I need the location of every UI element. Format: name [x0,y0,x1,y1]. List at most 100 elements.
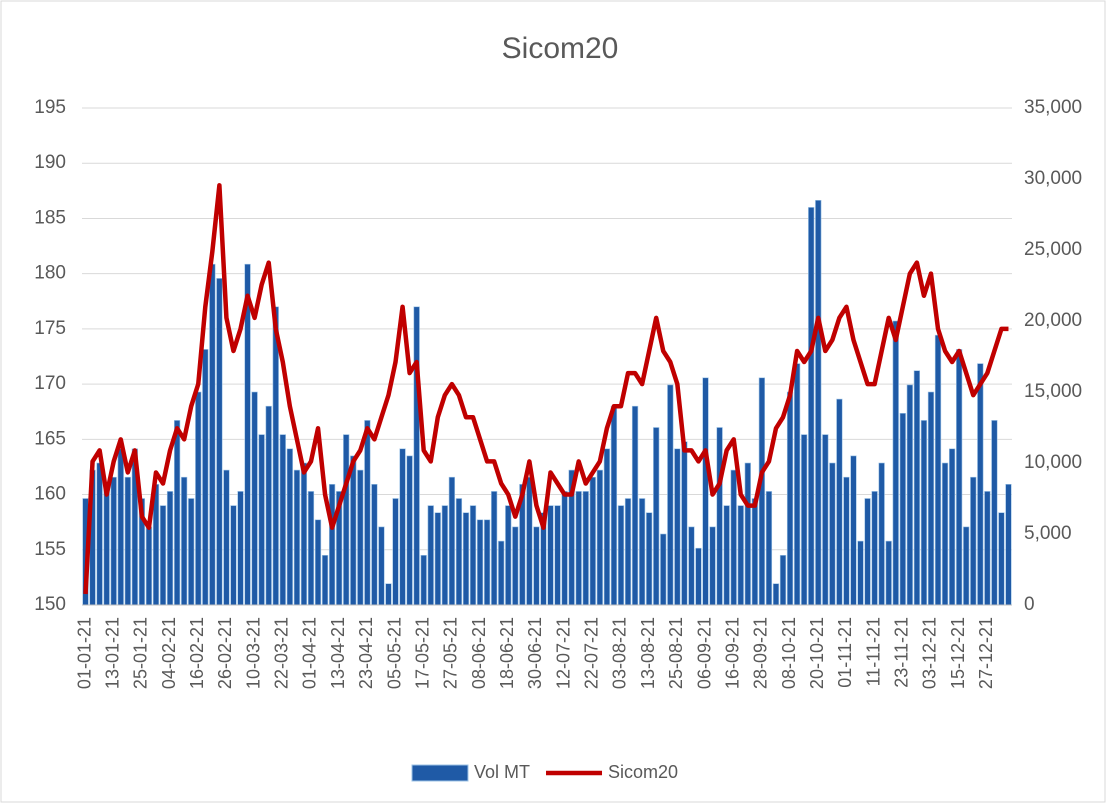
y-tick-label: 190 [34,152,66,173]
bar [688,526,695,606]
y2-tick-label: 10,000 [1024,452,1082,473]
x-tick-label: 01-11-21 [835,617,855,688]
bar [822,434,829,606]
bar [455,498,463,606]
y2-tick-label: 20,000 [1024,310,1082,331]
bar [963,526,970,606]
x-tick-label: 25-08-21 [666,617,686,689]
x-tick-label: 22-03-21 [272,617,292,689]
bar [829,462,836,606]
bar [483,519,491,606]
bar [117,448,124,606]
bar [491,491,498,606]
bar [596,469,603,606]
bar [610,405,618,606]
chart-title: Sicom20 [502,32,619,65]
x-tick-label: 28-09-21 [751,617,771,689]
y-tick-label: 180 [34,263,66,284]
x-tick-label: 22-07-21 [582,617,602,689]
y-tick-label: 155 [34,539,66,560]
y2-tick-label: 30,000 [1024,168,1082,189]
bar [984,491,991,606]
x-tick-label: 26-02-21 [215,617,235,689]
bar [286,448,293,606]
bar [730,469,737,606]
bar [279,434,286,606]
bar [631,405,639,606]
bar [948,448,956,606]
bar [554,505,561,606]
x-tick-label: 13-04-21 [328,617,348,689]
bar [166,491,174,606]
y-tick-label: 150 [34,594,66,615]
bar [920,420,928,606]
bar [836,398,843,606]
bar [307,491,315,606]
bar [793,363,801,606]
x-tick-label: 01-01-21 [74,617,94,689]
y-tick-label: 175 [34,318,66,339]
bar [702,377,709,606]
bar [653,427,660,606]
bar [709,526,716,606]
x-tick-label: 13-08-21 [638,617,658,689]
bar [427,505,434,606]
x-tick-label: 06-09-21 [694,617,714,689]
bar [638,498,646,606]
y2-tick-label: 5,000 [1024,523,1072,544]
x-tick-label: 12-07-21 [553,617,573,689]
x-tick-label: 18-06-21 [497,617,517,689]
bar [188,498,195,606]
bar [941,462,949,606]
bar [216,278,223,606]
bar [195,391,202,606]
bar [674,448,681,606]
bar [871,491,878,606]
bar [209,263,216,606]
bar [476,519,484,606]
x-tick-label: 15-12-21 [948,617,968,689]
y2-tick-label: 15,000 [1024,381,1082,402]
bar [723,505,730,606]
bar [667,384,674,606]
bar [927,391,935,606]
bar [617,505,625,606]
bar [786,391,794,606]
x-tick-label: 13-01-21 [102,617,122,689]
bar [392,498,399,606]
x-tick-label: 01-04-21 [300,617,320,689]
bar [913,370,921,606]
y-tick-label: 170 [34,373,66,394]
bar [772,583,780,606]
bar [582,491,589,606]
x-tick-label: 16-02-21 [187,617,207,689]
bar [272,306,279,606]
bar [124,476,131,606]
bar [850,455,857,606]
x-tick-label: 20-10-21 [807,617,827,689]
bar [413,306,420,606]
x-tick-label: 10-03-21 [243,617,263,689]
bar [441,505,448,606]
bar [343,434,350,606]
x-tick-label: 04-02-21 [159,617,179,689]
y-tick-label: 185 [34,207,66,228]
bar [237,491,244,606]
bar [462,512,470,606]
bar [364,420,371,606]
x-tick-label: 05-05-21 [384,617,404,689]
y-tick-label: 160 [34,484,66,505]
x-tick-label: 11-11-21 [863,617,883,686]
bar [801,434,808,606]
bar [293,469,301,606]
bar [505,505,512,606]
bar [765,491,773,606]
bar [406,455,413,606]
bar [646,512,653,606]
bar [526,476,533,606]
legend-label: Sicom20 [608,762,678,782]
y-tick-label: 165 [34,428,66,449]
y2-tick-label: 25,000 [1024,239,1082,260]
